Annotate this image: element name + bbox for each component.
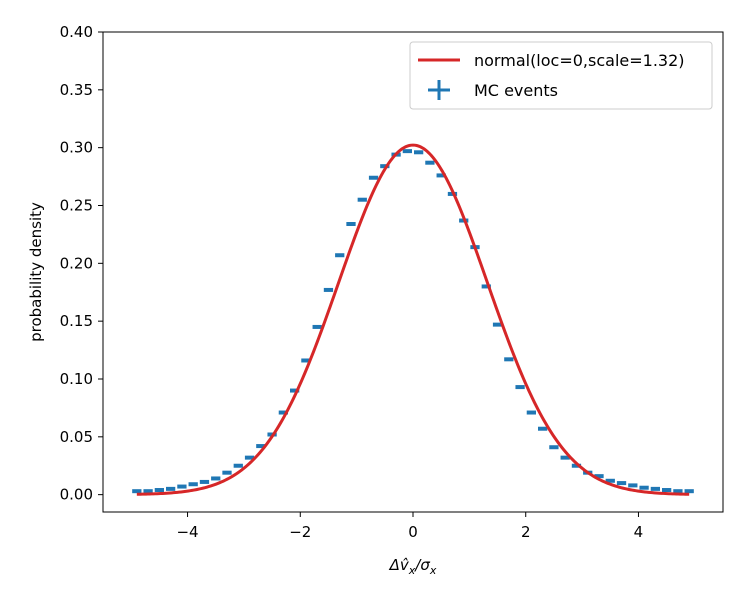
y-tick-label: 0.30 [60, 139, 93, 157]
y-tick-label: 0.15 [60, 312, 93, 330]
mc-events-series [132, 149, 694, 494]
y-tick-label: 0.25 [60, 196, 93, 214]
plot-area [102, 31, 724, 513]
x-axis-ticks: −4 −2 0 2 4 [176, 512, 643, 541]
y-tick-label: 0.05 [60, 428, 93, 446]
legend-label-mc: MC events [474, 81, 558, 100]
legend-box [409, 41, 713, 110]
x-axis-title: Δv̂x/σx [389, 556, 437, 577]
legend: normal(loc=0,scale=1.32) MC events [409, 41, 713, 110]
x-tick-label: 0 [408, 523, 418, 541]
y-tick-label: 0.10 [60, 370, 93, 388]
x-tick-label: 4 [634, 523, 644, 541]
legend-label-normal: normal(loc=0,scale=1.32) [474, 51, 685, 70]
normal-curve-line [136, 143, 690, 496]
y-tick-label: 0.35 [60, 81, 93, 99]
y-tick-label: 0.40 [60, 23, 93, 41]
x-tick-label: −2 [289, 523, 311, 541]
x-tick-label: −4 [176, 523, 198, 541]
y-tick-label: 0.00 [60, 486, 93, 504]
x-tick-label: 2 [521, 523, 531, 541]
y-axis-title: probability density [27, 202, 45, 342]
y-tick-label: 0.20 [60, 254, 93, 272]
y-axis-ticks: 0.00 0.05 0.10 0.15 0.20 0.25 0.30 0.35 0.40 [60, 23, 103, 504]
